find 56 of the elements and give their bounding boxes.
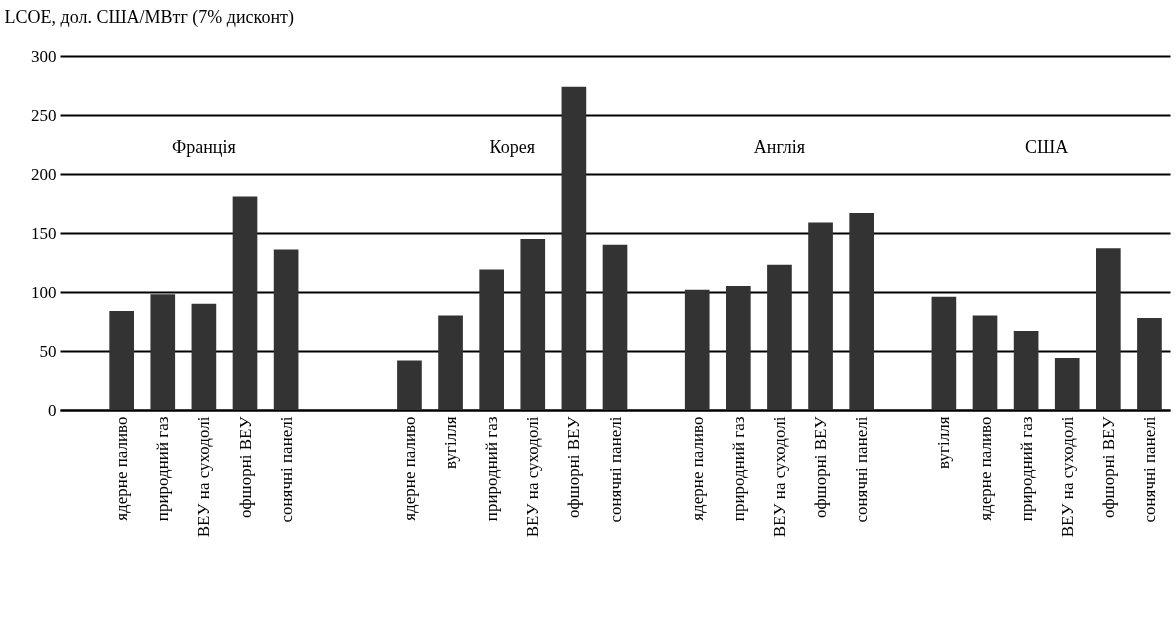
bar bbox=[191, 303, 217, 410]
x-tick-label: ВЕУ на суходолі bbox=[1057, 416, 1077, 538]
bar bbox=[273, 249, 299, 410]
y-tick-label: 150 bbox=[31, 223, 57, 243]
bar bbox=[520, 238, 546, 410]
x-tick-label: ядерне паливо bbox=[687, 416, 707, 521]
annotation: Франція bbox=[172, 137, 236, 158]
x-tick-label: сонячні панелі bbox=[276, 416, 296, 523]
x-tick-label: природний газ bbox=[482, 416, 502, 522]
x-tick-label: ВЕУ на суходолі bbox=[769, 416, 789, 538]
y-tick-label: 250 bbox=[31, 105, 57, 125]
y-tick-label: 300 bbox=[31, 46, 57, 66]
y-tick-label: 200 bbox=[31, 164, 57, 184]
x-tick-label: ядерне паливо bbox=[112, 416, 132, 521]
bar bbox=[931, 296, 957, 410]
x-tick-label: сонячні панелі bbox=[852, 416, 872, 523]
annotation: Англія bbox=[753, 137, 806, 158]
x-tick-label: офшорні ВЕУ bbox=[564, 415, 584, 518]
bar bbox=[1096, 248, 1121, 410]
bar bbox=[1054, 358, 1080, 410]
bar bbox=[561, 86, 587, 410]
bar bbox=[808, 222, 833, 410]
y-tick-label: 100 bbox=[31, 282, 57, 302]
x-tick-label: вугілля bbox=[934, 416, 954, 469]
x-tick-label: ВЕУ на суходолі bbox=[194, 416, 214, 538]
y-tick-label: 50 bbox=[39, 341, 57, 361]
y-axis-title: LCOE, дол. США/МВтг (7% дисконт) bbox=[4, 6, 294, 28]
bar bbox=[1013, 330, 1039, 410]
x-tick-label: природний газ bbox=[153, 416, 173, 522]
x-tick-label: сонячні панелі bbox=[605, 416, 625, 523]
x-tick-label: ядерне паливо bbox=[399, 416, 419, 521]
bar bbox=[602, 244, 628, 410]
annotation: США bbox=[1025, 137, 1069, 158]
bar bbox=[1137, 317, 1162, 410]
x-tick-label: вугілля bbox=[441, 416, 461, 469]
bar bbox=[972, 315, 998, 410]
bar bbox=[849, 212, 874, 410]
x-tick-label: сонячні панелі bbox=[1139, 416, 1159, 523]
x-tick-label: офшорні ВЕУ bbox=[235, 415, 255, 518]
bar bbox=[232, 196, 258, 410]
annotation: Корея bbox=[489, 137, 535, 158]
bar bbox=[397, 360, 422, 410]
bar bbox=[684, 289, 710, 410]
x-tick-label: ВЕУ на суходолі bbox=[523, 416, 543, 538]
bar bbox=[109, 310, 134, 410]
x-tick-label: офшорні ВЕУ bbox=[811, 415, 831, 518]
x-tick-label: ядерне паливо bbox=[975, 416, 995, 521]
x-tick-label: природний газ bbox=[728, 416, 748, 522]
bar bbox=[767, 264, 792, 410]
y-tick-label: 0 bbox=[48, 400, 57, 420]
bar bbox=[479, 269, 504, 410]
x-tick-label: офшорні ВЕУ bbox=[1098, 415, 1118, 518]
bar bbox=[150, 294, 176, 410]
bar bbox=[438, 315, 463, 410]
x-tick-label: природний газ bbox=[1016, 416, 1036, 522]
bar bbox=[726, 286, 751, 410]
